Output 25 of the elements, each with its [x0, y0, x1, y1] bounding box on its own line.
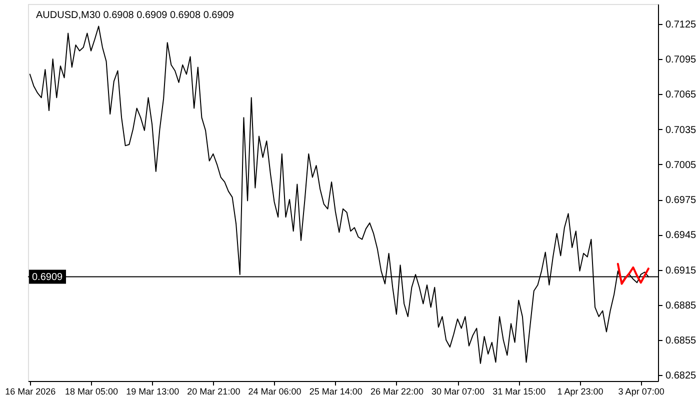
y-tick-label: 0.7095 — [666, 54, 697, 66]
x-tick-label: 3 Apr 07:00 — [618, 386, 664, 396]
y-tick-label: 0.6945 — [666, 230, 697, 242]
y-tick-label: 0.7125 — [666, 19, 697, 30]
x-tick-label: 19 Mar 13:00 — [126, 386, 180, 396]
ref-line-label: 0.6909 — [32, 272, 64, 283]
x-tick-label: 31 Mar 15:00 — [492, 386, 546, 396]
x-tick-label: 20 Mar 21:00 — [187, 386, 240, 396]
y-tick-label: 0.6825 — [666, 370, 697, 382]
line-series — [616, 262, 650, 285]
x-tick-label: 25 Mar 14:00 — [309, 386, 362, 396]
text: AUDUSD,M30 0.6908 0.6909 0.6908 0.6909 — [36, 10, 234, 21]
x-tick-label: 26 Mar 22:00 — [370, 386, 424, 396]
x-tick-label: 30 Mar 07:00 — [432, 386, 485, 396]
y-tick-label: 0.6855 — [666, 336, 697, 347]
y-tick-label: 0.6885 — [666, 300, 697, 312]
y-tick-label: 0.6915 — [666, 265, 697, 276]
x-tick-label: 24 Mar 06:00 — [248, 386, 302, 396]
x-tick-label: 18 Mar 05:00 — [64, 386, 118, 396]
y-tick-label: 0.7065 — [666, 90, 697, 101]
y-tick-label: 0.7035 — [666, 124, 697, 136]
x-tick-label: 1 Apr 23:00 — [557, 386, 604, 396]
y-tick-label: 0.6975 — [666, 195, 697, 206]
x-tick-label: 16 Mar 2026 — [5, 386, 56, 396]
y-tick-label: 0.7005 — [666, 160, 697, 171]
